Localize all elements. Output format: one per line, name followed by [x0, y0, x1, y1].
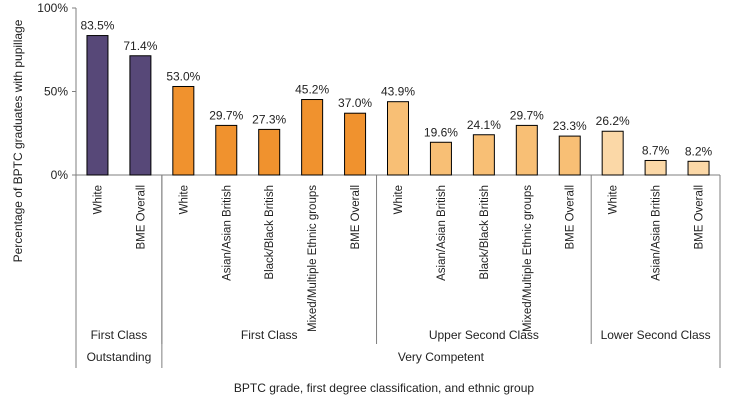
bar	[129, 55, 152, 176]
bar-value-label: 45.2%	[295, 83, 329, 97]
bar	[472, 134, 495, 176]
bar	[344, 112, 367, 176]
bar-value-label: 37.0%	[338, 96, 372, 110]
bar-value-label: 23.3%	[553, 119, 587, 133]
bar-value-label: 29.7%	[209, 108, 243, 122]
x-axis-title: BPTC grade, first degree classification,…	[234, 381, 534, 395]
bar-value-label: 29.7%	[510, 108, 544, 122]
bar	[515, 124, 538, 176]
category-label: White	[92, 185, 104, 214]
category-label: Asian/Asian British	[221, 185, 233, 281]
bar-value-label: 26.2%	[596, 114, 630, 128]
degree-group-label: Upper Second Class	[429, 328, 539, 342]
y-tick-label: 0%	[51, 168, 69, 182]
category-label: Asian/Asian British	[436, 185, 448, 281]
bar-value-label: 24.1%	[467, 118, 501, 132]
category-label: BME Overall	[565, 185, 577, 250]
bar	[215, 124, 238, 176]
bar	[86, 35, 109, 176]
bar	[301, 99, 324, 176]
bar	[429, 141, 452, 176]
grade-group-label: Very Competent	[398, 350, 485, 364]
bar-value-label: 8.7%	[642, 143, 670, 157]
category-label: BME Overall	[135, 185, 147, 250]
bar-value-label: 71.4%	[123, 39, 157, 53]
category-label: Asian/Asian British	[651, 185, 663, 281]
category-label: Mixed/Multiple Ethnic groups	[307, 185, 319, 332]
bar	[601, 130, 624, 176]
category-label: Black/Black British	[264, 185, 276, 280]
degree-group-label: First Class	[241, 328, 298, 342]
bar-value-label: 8.2%	[685, 144, 713, 158]
bar	[258, 128, 281, 176]
bar-value-label: 27.3%	[252, 112, 286, 126]
bar	[644, 159, 667, 176]
category-label: Black/Black British	[479, 185, 491, 280]
degree-group-label: Lower Second Class	[601, 328, 711, 342]
y-axis-title: Percentage of BPTC graduates with pupill…	[11, 19, 25, 262]
category-label: White	[608, 185, 620, 214]
bar-value-label: 43.9%	[381, 85, 415, 99]
grade-group-label: Outstanding	[87, 350, 152, 364]
bar-value-label: 83.5%	[80, 19, 114, 33]
bar	[387, 101, 409, 176]
y-tick-label: 50%	[44, 85, 68, 99]
category-label: Mixed/Multiple Ethnic groups	[522, 185, 534, 332]
category-label: White	[178, 185, 190, 214]
bar-value-label: 53.0%	[166, 69, 200, 83]
bar	[172, 85, 195, 176]
bar-value-label: 19.6%	[424, 125, 458, 139]
bar	[687, 160, 710, 176]
degree-group-label: First Class	[91, 328, 148, 342]
category-label: White	[393, 185, 405, 214]
category-label: BME Overall	[350, 185, 362, 250]
y-tick-label: 100%	[37, 1, 68, 15]
category-label: BME Overall	[694, 185, 706, 250]
bar	[558, 135, 581, 176]
